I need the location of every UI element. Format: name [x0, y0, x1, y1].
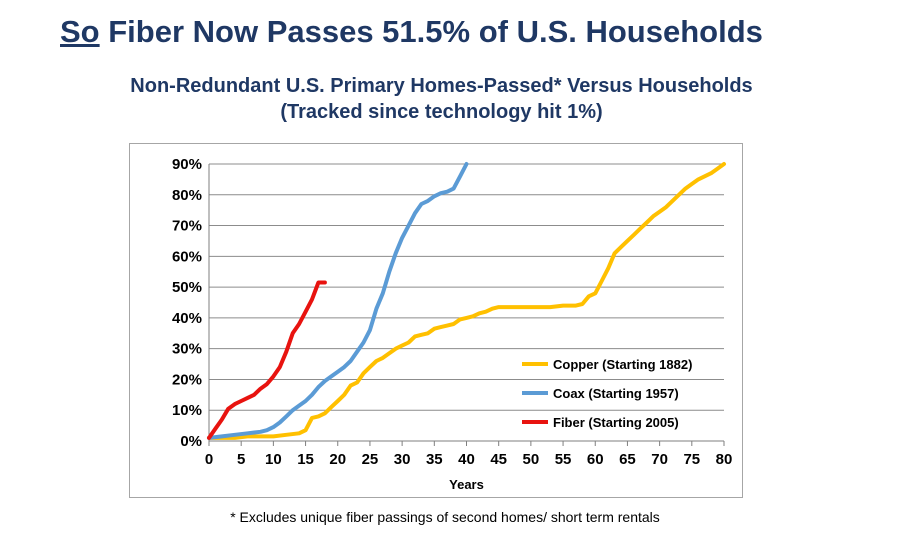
- x-tick-label: 20: [329, 451, 346, 468]
- axes: 0% 10% 20% 30% 40% 50% 60% 70% 80% 90% 0 5 10 15 20 25 3…: [172, 156, 732, 468]
- footnote: * Excludes unique fiber passings of seco…: [0, 509, 890, 525]
- y-tick-label: 80%: [172, 187, 202, 204]
- y-tick-label: 90%: [172, 156, 202, 173]
- x-tick-label: 50: [523, 451, 540, 468]
- grid-lines: [209, 163, 724, 411]
- y-tick-label: 20%: [172, 371, 202, 388]
- y-tick-label: 10%: [172, 402, 202, 419]
- x-tick-label: 75: [683, 451, 700, 468]
- x-tick-label: 80: [716, 451, 733, 468]
- x-tick-label: 10: [265, 451, 282, 468]
- y-tick-label: 30%: [172, 341, 202, 358]
- legend-label-fiber: Fiber (Starting 2005): [553, 415, 679, 430]
- y-tick-label: 60%: [172, 248, 202, 265]
- x-tick-label: 15: [297, 451, 314, 468]
- line-chart: 0% 10% 20% 30% 40% 50% 60% 70% 80% 90% 0 5 10 15 20 25 3…: [172, 156, 732, 492]
- legend-label-copper: Copper (Starting 1882): [553, 357, 692, 372]
- y-tick-label: 70%: [172, 218, 202, 235]
- series-line-coax: [207, 162, 469, 440]
- x-tick-label: 55: [555, 451, 572, 468]
- x-axis-title: Years: [449, 477, 484, 492]
- x-tick-label: 30: [394, 451, 411, 468]
- y-tick-label: 50%: [172, 279, 202, 296]
- title-text: Fiber Now Passes 51.5% of U.S. Household…: [99, 14, 763, 49]
- x-tick-label: 65: [619, 451, 636, 468]
- y-tick-label: 40%: [172, 310, 202, 327]
- x-tick-label: 5: [237, 451, 245, 468]
- y-tick-label: 0%: [180, 433, 202, 450]
- chart-subtitle: Non-Redundant U.S. Primary Homes-Passed*…: [0, 73, 883, 125]
- title-emphasis: So: [60, 14, 100, 49]
- x-tick-label: 35: [426, 451, 443, 468]
- x-tick-label: 0: [205, 451, 213, 468]
- subtitle-line-1: Non-Redundant U.S. Primary Homes-Passed*…: [130, 75, 753, 97]
- legend-label-coax: Coax (Starting 1957): [553, 386, 679, 401]
- x-tick-label: 40: [458, 451, 475, 468]
- series-line-fiber: [207, 280, 327, 440]
- chart-frame: 0% 10% 20% 30% 40% 50% 60% 70% 80% 90% 0 5 10 15 20 25 3…: [129, 143, 743, 498]
- legend: Copper (Starting 1882) Coax (Starting 195…: [522, 357, 692, 430]
- footnote-text: Excludes unique fiber passings of second…: [235, 509, 660, 525]
- series-line-copper: [207, 162, 726, 440]
- x-tick-label: 45: [490, 451, 507, 468]
- x-tick-label: 25: [362, 451, 379, 468]
- x-tick-label: 70: [651, 451, 668, 468]
- x-tick-label: 60: [587, 451, 604, 468]
- series-lines: [207, 162, 726, 440]
- subtitle-line-2: (Tracked since technology hit 1%): [280, 101, 603, 123]
- page-title: So Fiber Now Passes 51.5% of U.S. Househ…: [60, 14, 763, 50]
- footnote-star: *: [230, 509, 236, 525]
